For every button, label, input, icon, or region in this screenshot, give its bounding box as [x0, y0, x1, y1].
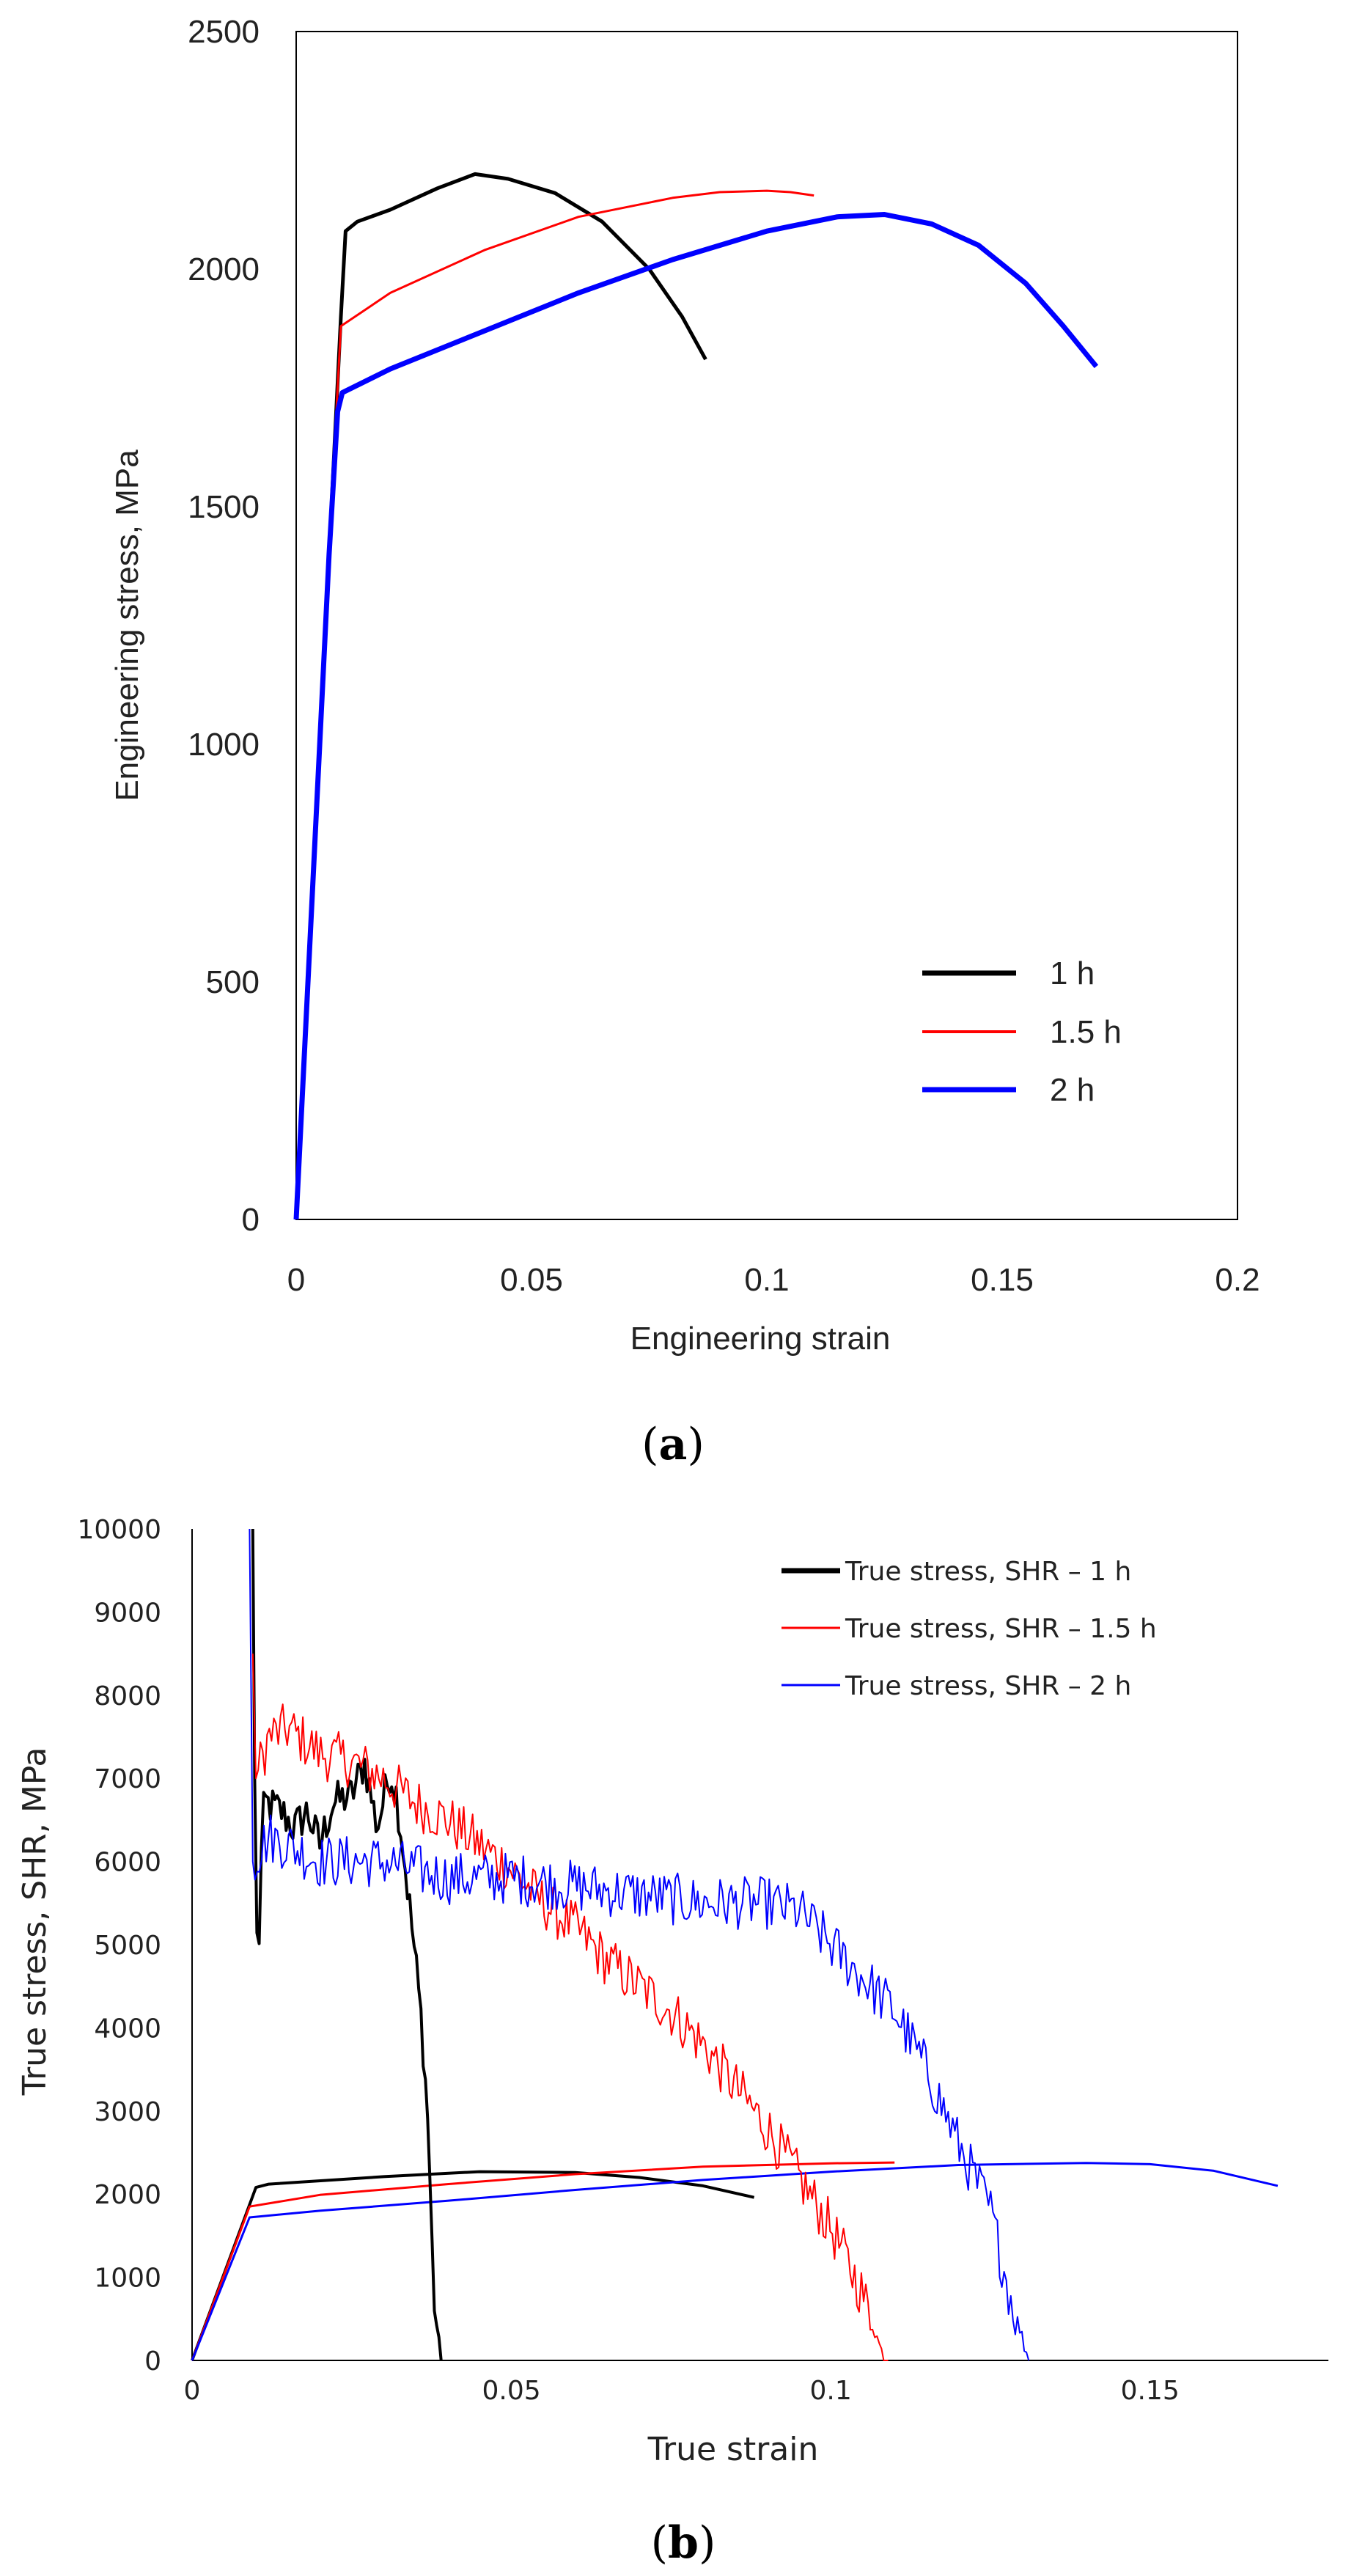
chart-a-series-lines	[293, 172, 1099, 1220]
chart-b-y-tick-label: 8000	[94, 1681, 161, 1711]
chart-b-x-tick-label: 0	[184, 2376, 201, 2406]
chart-b-y-tick-label: 3000	[94, 2097, 161, 2127]
chart-b-caption-letter: b	[668, 2517, 699, 2569]
chart-a-x-tick-label: 0.05	[500, 1262, 563, 1298]
chart-a-legend: 1 h 1.5 h 2 h	[922, 955, 1122, 1108]
chart-b-y-tick-label: 4000	[94, 2014, 161, 2044]
chart-a-x-tick-label: 0.1	[744, 1262, 789, 1298]
chart-b-legend-label-2h: True stress, SHR – 2 h	[845, 1671, 1131, 1701]
chart-a-legend-label-1h: 1 h	[1050, 955, 1095, 991]
chart-b-y-tick-label: 10000	[77, 1515, 161, 1545]
chart-b-y-tick-labels: 0 1000 2000 3000 4000 5000 6000 7000 8000 9000 100…	[77, 1515, 161, 2377]
chart-b-series-true-stress-1-h	[191, 2170, 755, 2361]
chart-b-x-axis-label: True strain	[647, 2431, 819, 2468]
chart-a-y-tick-label: 2500	[188, 14, 260, 50]
chart-a-x-tick-label: 0.15	[971, 1262, 1034, 1298]
chart-a-caption-letter: a	[659, 1419, 688, 1470]
chart-b-y-tick-label: 2000	[94, 2180, 161, 2210]
chart-a-series-2-h	[293, 212, 1099, 1220]
chart-b-y-tick-label: 0	[144, 2346, 161, 2377]
chart-a-legend-label-1-5h: 1.5 h	[1050, 1014, 1122, 1050]
chart-b-legend-label-1h: True stress, SHR – 1 h	[845, 1557, 1131, 1587]
chart-a-engineering: 0 500 1000 1500 2000 2500 0 0.05 0.1 0.15 0.2 Eng…	[109, 14, 1260, 1470]
chart-a-legend-label-2h: 2 h	[1050, 1072, 1095, 1108]
chart-b-series-true-stress-2-h	[191, 2162, 1279, 2361]
chart-a-y-tick-label: 2000	[188, 252, 260, 287]
chart-b-y-tick-label: 1000	[94, 2264, 161, 2294]
chart-a-y-tick-label: 500	[206, 964, 260, 1000]
chart-a-x-axis-label: Engineering strain	[630, 1321, 891, 1357]
chart-b-y-tick-label: 5000	[94, 1931, 161, 1961]
chart-a-y-tick-label: 1000	[188, 727, 260, 763]
chart-b-y-tick-label: 9000	[94, 1598, 161, 1628]
chart-a-x-tick-labels: 0 0.05 0.1 0.15 0.2	[287, 1262, 1260, 1298]
chart-b-series-shr-1-h	[251, 1528, 443, 2361]
chart-a-y-tick-label: 0	[242, 1202, 260, 1238]
chart-a-y-tick-labels: 0 500 1000 1500 2000 2500	[188, 14, 260, 1238]
chart-b-true-stress-shr: 0 1000 2000 3000 4000 5000 6000 7000 8000 9000 100…	[16, 1515, 1328, 2569]
chart-b-x-tick-label: 0.05	[482, 2376, 540, 2406]
chart-a-y-tick-label: 1500	[188, 489, 260, 525]
chart-b-y-tick-label: 6000	[94, 1848, 161, 1878]
chart-b-x-tick-label: 0.15	[1121, 2376, 1180, 2406]
chart-b-series-lines	[191, 1528, 1279, 2361]
chart-b-caption: (b)	[651, 2517, 716, 2569]
chart-a-x-tick-label: 0	[287, 1262, 305, 1298]
chart-b-series-true-stress-1-5-h	[191, 2161, 895, 2361]
chart-a-x-tick-label: 0.2	[1215, 1262, 1259, 1298]
chart-a-y-axis-label: Engineering stress, MPa	[109, 449, 145, 801]
chart-b-x-tick-labels: 0 0.05 0.1 0.15	[184, 2376, 1180, 2406]
chart-b-legend-label-1-5h: True stress, SHR – 1.5 h	[845, 1614, 1157, 1644]
chart-b-y-tick-label: 7000	[94, 1764, 161, 1794]
chart-b-legend: True stress, SHR – 1 h True stress, SHR …	[782, 1557, 1157, 1701]
chart-b-y-axis-label: True stress, SHR, MPa	[16, 1747, 54, 2096]
chart-b-series-shr-2-h	[249, 1528, 1030, 2361]
chart-b-x-tick-label: 0.1	[809, 2376, 851, 2406]
chart-b-series-shr-1-5-h	[251, 1654, 889, 2361]
chart-a-caption: (a)	[641, 1419, 705, 1470]
